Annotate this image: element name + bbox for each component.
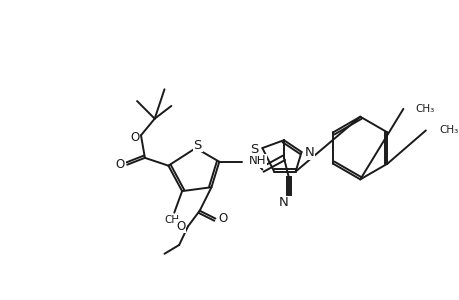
Text: O: O — [176, 220, 185, 233]
Text: S: S — [250, 142, 258, 155]
Text: S: S — [193, 139, 202, 152]
Text: O: O — [218, 212, 227, 225]
Text: O: O — [116, 158, 125, 171]
Text: CH₃: CH₃ — [164, 215, 184, 226]
Text: O: O — [130, 131, 140, 144]
Text: NH: NH — [248, 154, 266, 167]
Text: CH₃: CH₃ — [439, 125, 458, 135]
Text: N: N — [304, 146, 313, 159]
Text: CH₃: CH₃ — [414, 104, 433, 114]
Text: N: N — [279, 196, 288, 209]
